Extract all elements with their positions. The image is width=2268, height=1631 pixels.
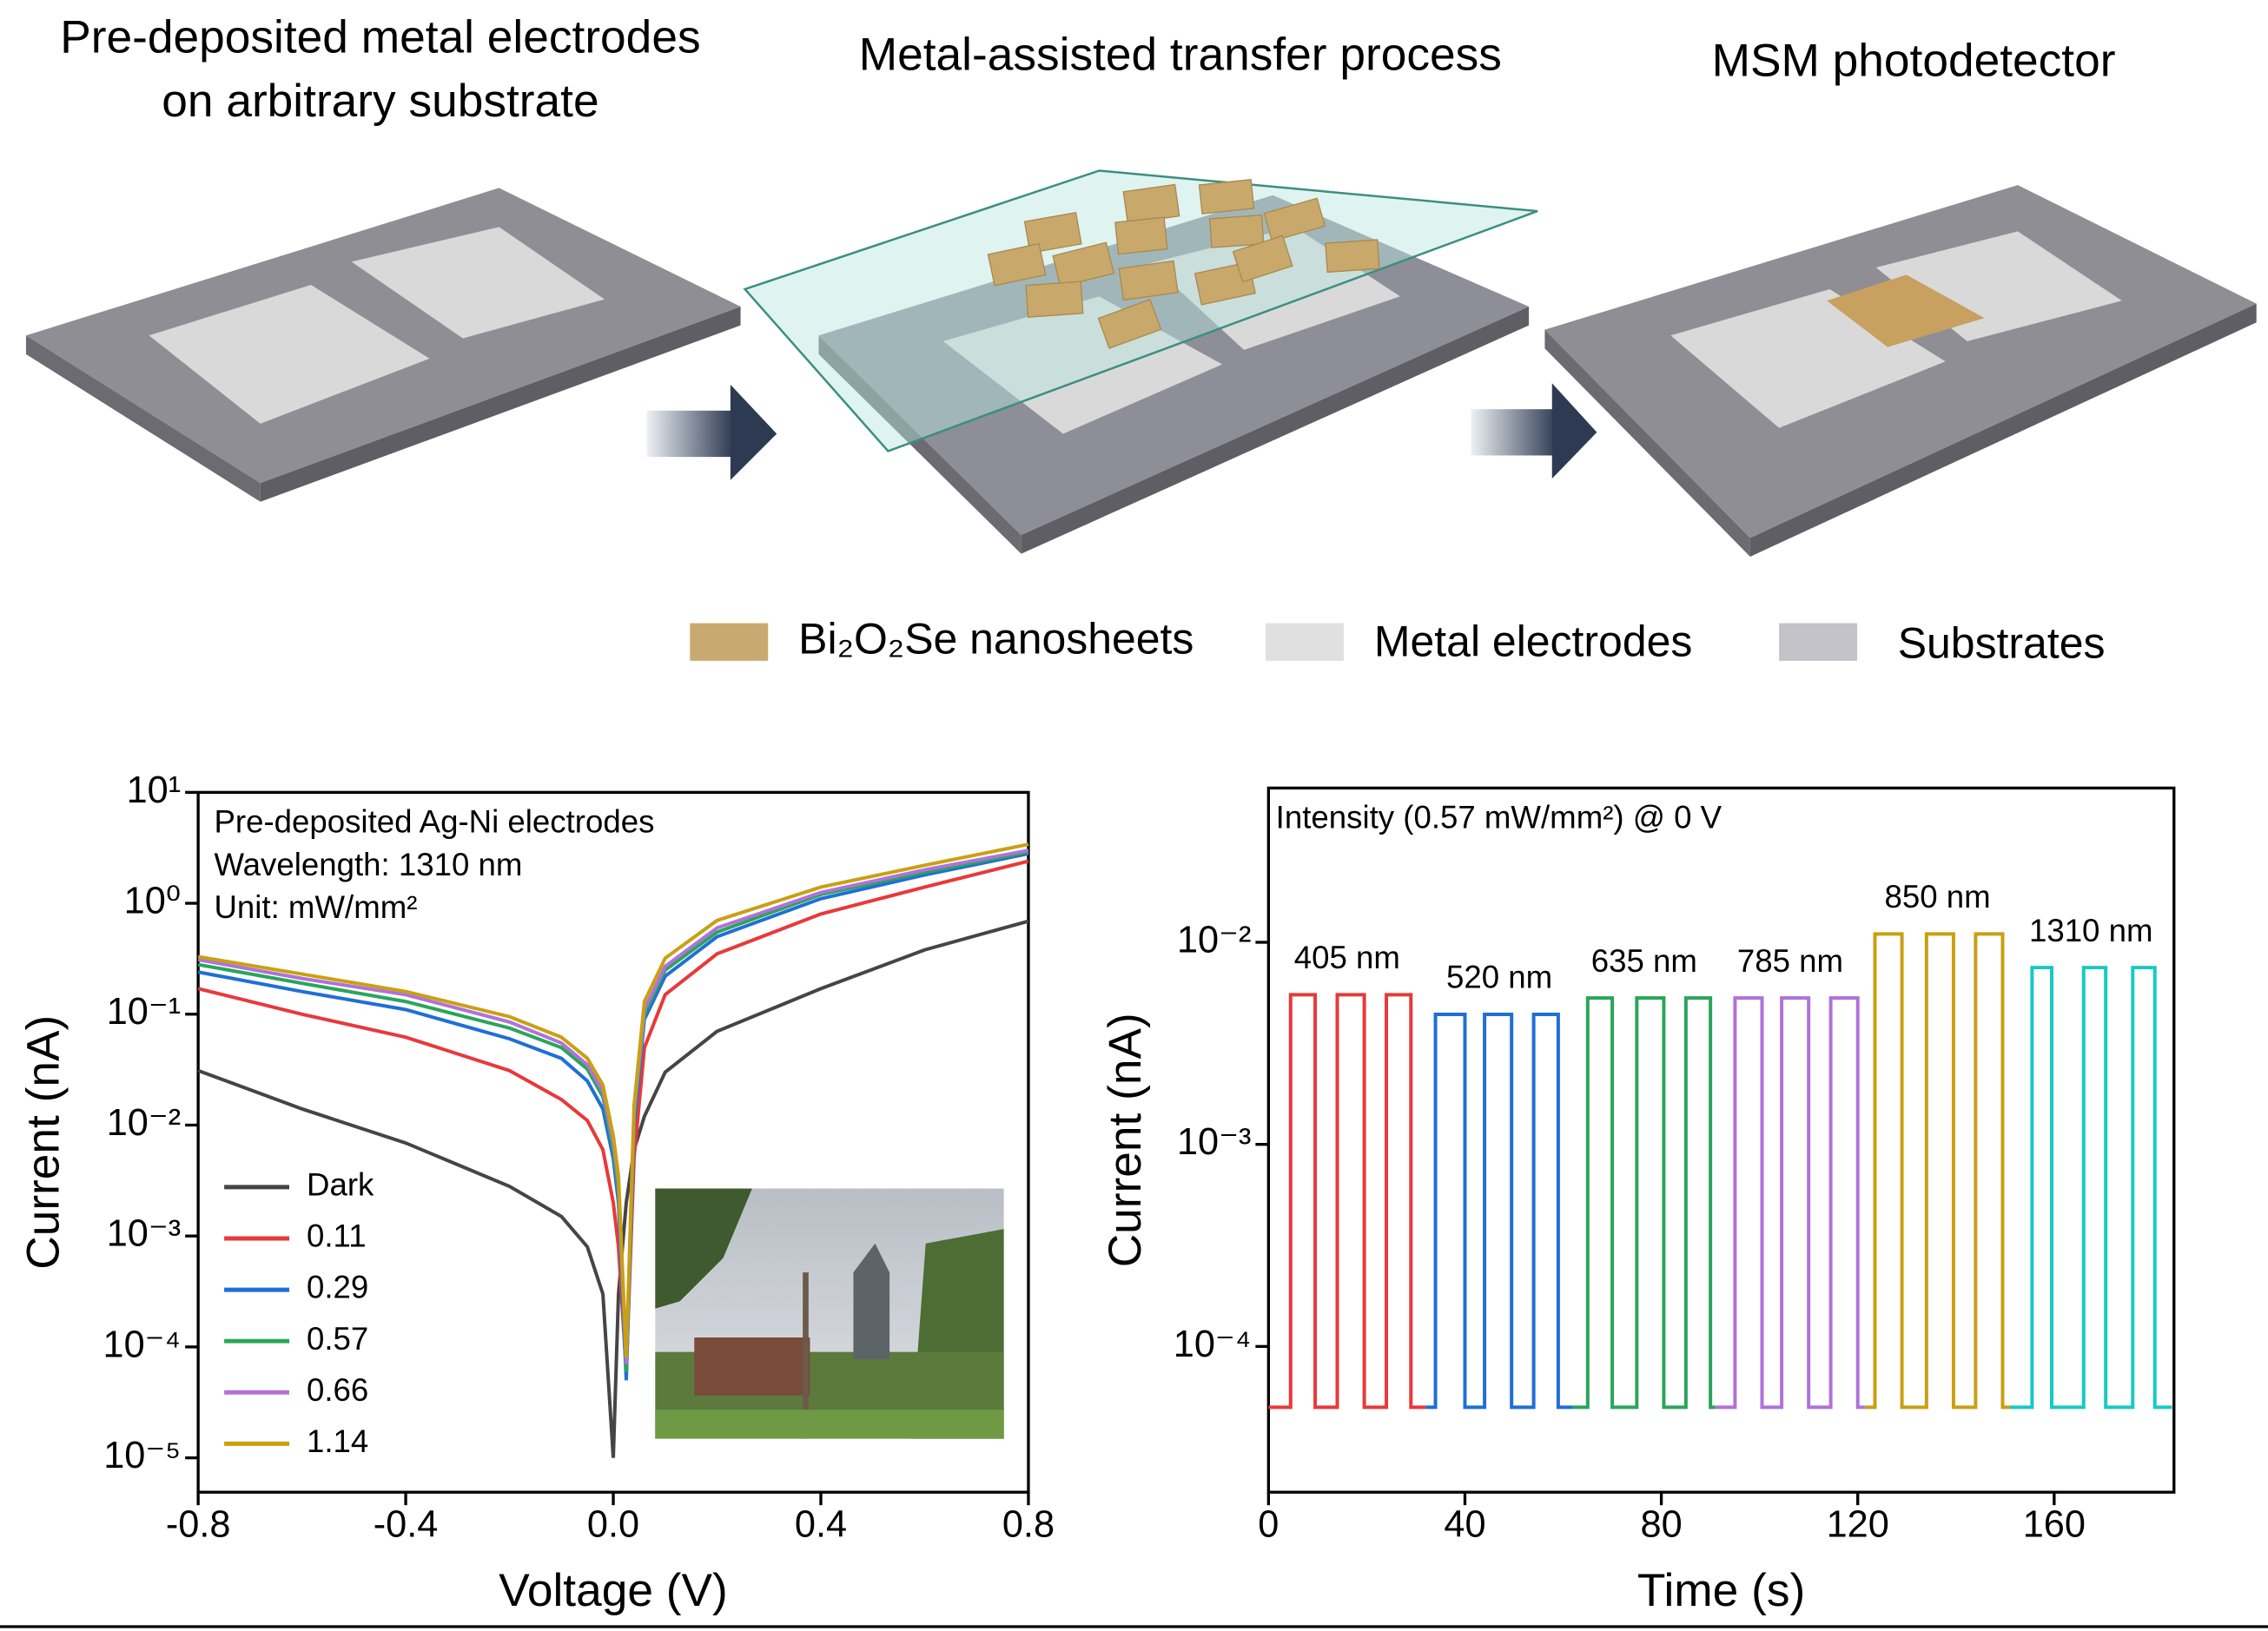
- y-tick-label: 10⁻²: [1177, 919, 1251, 961]
- y-tick-label: 10⁻³: [1177, 1121, 1251, 1163]
- legend-label: Dark: [307, 1167, 374, 1203]
- y-tick-label: 10⁰: [124, 881, 182, 922]
- data-line: [2009, 966, 2172, 1410]
- step-title: Metal-assisted transfer process: [859, 30, 1502, 81]
- annotation: Unit: mW/mm²: [214, 889, 417, 925]
- inset-photo: [655, 1188, 1004, 1439]
- series-label: 635 nm: [1591, 943, 1697, 979]
- legend-label: Metal electrodes: [1374, 617, 1692, 666]
- substrate: [1544, 185, 2257, 557]
- legend-label: 1.14: [307, 1423, 368, 1459]
- data-line: [1715, 996, 1866, 1410]
- step-title: on arbitrary substrate: [162, 76, 598, 127]
- data-line: [197, 842, 1029, 1358]
- arrow: [1471, 383, 1597, 479]
- legend-label: Bi₂O₂Se nanosheets: [798, 614, 1194, 663]
- x-tick-label: 120: [1827, 1504, 1889, 1546]
- data-line: [1865, 932, 2010, 1410]
- substrate: [25, 188, 741, 502]
- x-tick-label: -0.4: [374, 1504, 439, 1546]
- legend-label: 0.29: [307, 1270, 368, 1305]
- x-tick-label: 40: [1444, 1504, 1485, 1546]
- y-tick-label: 10¹: [127, 769, 182, 811]
- legend-swatch: [690, 623, 769, 661]
- step-title: MSM photodetector: [1712, 35, 2116, 86]
- series-label: 1310 nm: [2029, 913, 2153, 948]
- step-title: Pre-deposited metal electrodes: [60, 12, 700, 63]
- x-tick-label: 160: [2023, 1504, 2086, 1546]
- legend-label: Substrates: [1898, 618, 2106, 667]
- y-axis-label: Current (nA): [1100, 1013, 1151, 1267]
- annotation: Intensity (0.57 mW/mm²) @ 0 V: [1276, 800, 1722, 835]
- annotation: Pre-deposited Ag-Ni electrodes: [214, 804, 654, 840]
- x-tick-label: 0.8: [1002, 1504, 1055, 1546]
- y-tick-label: 10⁻²: [107, 1102, 181, 1144]
- x-tick-label: 80: [1641, 1504, 1683, 1546]
- y-tick-label: 10⁻⁴: [1174, 1324, 1252, 1365]
- series-label: 850 nm: [1884, 879, 1990, 915]
- data-line: [1268, 993, 1426, 1410]
- arrow: [646, 384, 777, 480]
- data-line: [197, 919, 1029, 1458]
- legend-swatch: [1266, 623, 1344, 661]
- x-axis-label: Voltage (V): [499, 1565, 728, 1616]
- y-axis-label: Current (nA): [17, 1015, 69, 1270]
- y-tick-label: 10⁻⁵: [103, 1435, 181, 1476]
- x-tick-label: 0: [1258, 1504, 1279, 1546]
- legend-label: 0.11: [307, 1218, 367, 1254]
- series-label: 785 nm: [1737, 943, 1843, 979]
- y-tick-label: 10⁻¹: [107, 991, 181, 1033]
- x-tick-label: 0.0: [587, 1504, 639, 1546]
- substrate: [743, 169, 1538, 554]
- annotation: Wavelength: 1310 nm: [214, 847, 522, 882]
- x-tick-label: 0.4: [795, 1504, 847, 1546]
- data-line: [1572, 996, 1716, 1410]
- x-tick-label: -0.8: [166, 1504, 231, 1546]
- y-tick-label: 10⁻⁴: [103, 1324, 182, 1365]
- data-line: [1425, 1012, 1573, 1410]
- data-line: [197, 859, 1029, 1372]
- plot-frame: [1266, 786, 2176, 1494]
- y-tick-label: 10⁻³: [107, 1213, 181, 1255]
- legend-label: 0.66: [307, 1372, 368, 1408]
- legend-swatch: [1779, 623, 1858, 661]
- legend-label: 0.57: [307, 1321, 368, 1357]
- series-label: 405 nm: [1294, 940, 1400, 975]
- x-axis-label: Time (s): [1637, 1565, 1805, 1616]
- series-label: 520 nm: [1446, 960, 1552, 995]
